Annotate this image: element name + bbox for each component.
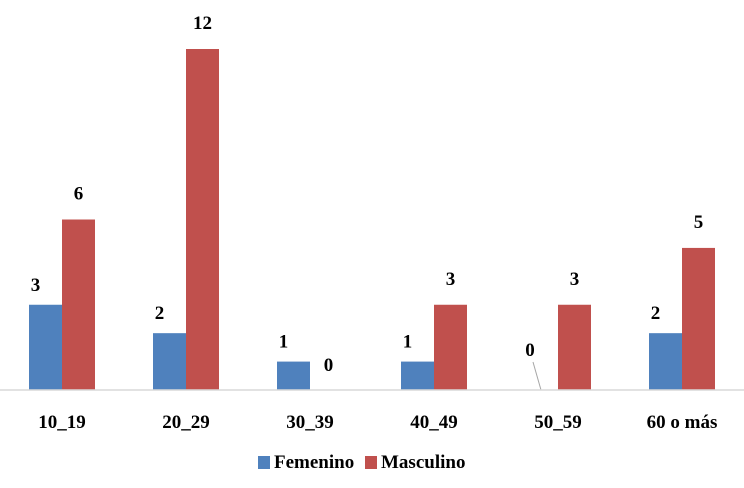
data-label-masculino-10-19: 6 xyxy=(74,184,84,205)
legend-label-masculino: Masculino xyxy=(381,452,465,473)
x-tick-label-50-59: 50_59 xyxy=(534,412,582,433)
bar-femenino-40-49 xyxy=(401,361,434,390)
x-tick-labels: 10_19 20_29 30_39 40_49 50_59 60 o más xyxy=(38,412,717,433)
data-label-femenino-20-29: 2 xyxy=(155,303,165,324)
bar-femenino-10-19 xyxy=(29,304,62,390)
data-label-masculino-50-59: 3 xyxy=(570,269,580,290)
leader-line-femenino-50-59 xyxy=(532,361,542,391)
bar-femenino-30-39 xyxy=(277,361,310,390)
bar-masculino-60-o-m-s xyxy=(682,247,715,390)
x-tick-label-20-29: 20_29 xyxy=(162,412,210,433)
data-label-masculino-30-39: 0 xyxy=(324,355,334,376)
data-labels-layer: 3 6 2 12 1 0 1 3 0 3 2 5 xyxy=(31,13,704,376)
bar-masculino-20-29 xyxy=(186,49,219,390)
data-label-masculino-60-o-m-s: 5 xyxy=(694,212,704,233)
leader-layer xyxy=(532,361,542,391)
legend-swatch-femenino xyxy=(258,456,270,469)
legend-label-femenino: Femenino xyxy=(274,452,354,473)
bar-femenino-60-o-m-s xyxy=(649,333,682,390)
x-tick-label-40-49: 40_49 xyxy=(410,412,458,433)
data-label-masculino-20-29: 12 xyxy=(193,13,212,34)
bars-layer xyxy=(29,49,715,390)
data-label-femenino-50-59: 0 xyxy=(525,340,535,361)
data-label-masculino-40-49: 3 xyxy=(446,269,456,290)
legend: Femenino Masculino xyxy=(258,452,465,473)
bar-masculino-10-19 xyxy=(62,219,95,390)
x-tick-label-10-19: 10_19 xyxy=(38,412,86,433)
data-label-femenino-60-o-m-s: 2 xyxy=(651,303,661,324)
data-label-femenino-10-19: 3 xyxy=(31,275,41,296)
data-label-femenino-40-49: 1 xyxy=(403,332,413,353)
legend-swatch-masculino xyxy=(365,456,377,469)
bar-masculino-50-59 xyxy=(558,304,591,390)
x-tick-label-60-o-m-s: 60 o más xyxy=(647,412,718,433)
bar-femenino-20-29 xyxy=(153,333,186,390)
bar-masculino-40-49 xyxy=(434,304,467,390)
data-label-femenino-30-39: 1 xyxy=(279,332,289,353)
x-tick-label-30-39: 30_39 xyxy=(286,412,334,433)
